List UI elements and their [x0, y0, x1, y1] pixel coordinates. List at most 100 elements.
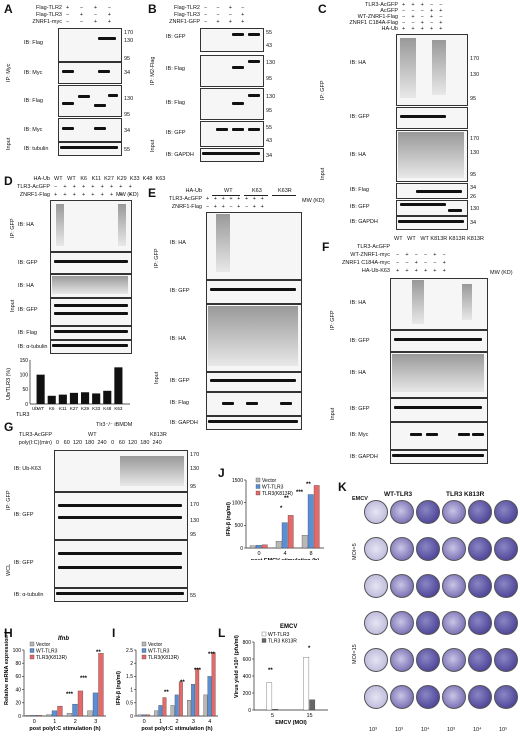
group-label: K813R	[150, 432, 167, 438]
band	[232, 66, 244, 69]
plaque-well	[364, 574, 388, 598]
band	[426, 433, 438, 436]
row-label: ZNRF1-Flag	[19, 192, 50, 198]
blot-label: IB: GAPDH	[350, 454, 378, 460]
plaque-well	[416, 648, 440, 672]
y-tick-label: 2	[130, 661, 133, 667]
x-tick-label: 4	[283, 551, 286, 557]
band	[60, 146, 118, 149]
time: 0	[111, 440, 115, 446]
panel-label-g: G	[4, 420, 14, 434]
legend-swatch	[255, 490, 261, 496]
band	[62, 70, 74, 73]
blot-label: IB: α-tubulin	[18, 344, 48, 350]
plaque-well	[364, 500, 388, 524]
y-tick-label: 1	[130, 687, 133, 693]
row-label: Flag-TLR2	[36, 5, 62, 11]
lane: K48	[142, 176, 153, 182]
sign-row: + + + − −	[402, 2, 443, 8]
blot-label: IB: Flag	[166, 100, 185, 106]
legend-label: TLR3 K813R	[268, 639, 297, 645]
band	[62, 102, 74, 105]
blot	[390, 422, 488, 450]
band	[472, 433, 484, 436]
blot	[54, 540, 188, 588]
row-label: HA-Ub	[381, 26, 398, 32]
row-label: TLR3-AcGFP	[18, 432, 52, 438]
band	[448, 209, 462, 212]
sig-marker: *	[308, 646, 311, 652]
sig-marker: **	[268, 668, 273, 674]
dilution: 10⁴	[421, 727, 430, 733]
plaque-well	[494, 685, 518, 709]
band	[416, 190, 462, 193]
blot	[200, 148, 264, 162]
time: 60	[118, 440, 125, 446]
smear	[462, 284, 472, 320]
x-tick-label: K33	[92, 406, 101, 411]
mw-label: 170	[470, 136, 480, 142]
band	[94, 127, 106, 130]
plaque-well	[416, 685, 440, 709]
side-label-ip: IP: GFP	[320, 80, 326, 100]
blot	[58, 28, 122, 62]
sign-row: − + − + −	[402, 14, 443, 20]
legend-label: TLR3(K813R)	[36, 655, 67, 661]
y-tick-label: 60	[15, 674, 21, 680]
blot	[50, 340, 132, 354]
blot-label: IB: GFP	[170, 378, 190, 384]
blot-label: IB: GFP	[350, 338, 370, 344]
mw-label: 95	[470, 96, 477, 102]
blot	[58, 142, 122, 156]
bar	[162, 697, 167, 717]
blot-label: IB: HA	[170, 336, 186, 342]
plaque-well	[390, 574, 414, 598]
bar	[301, 535, 308, 549]
bar	[72, 703, 78, 717]
band	[232, 33, 244, 36]
blot-label: IB: HA	[350, 152, 366, 158]
time: 0	[56, 440, 60, 446]
plaque-well	[364, 685, 388, 709]
mw-label: 34	[470, 220, 477, 226]
bar	[58, 394, 67, 404]
panel-label-k: K	[338, 480, 347, 494]
mw-label: 34	[124, 128, 131, 134]
row-label: TLR3-AcGFP	[16, 184, 50, 190]
plaque-well	[468, 537, 492, 561]
band	[394, 406, 482, 409]
band	[248, 33, 260, 36]
y-tick-label: 0	[25, 402, 28, 408]
blot-label: IB: α-tubulin	[14, 592, 44, 598]
mw-label: 55	[190, 593, 197, 599]
plaque-well	[468, 574, 492, 598]
blot	[58, 118, 122, 142]
x-tick-label: K48	[103, 406, 112, 411]
bar	[187, 700, 191, 717]
smear	[52, 276, 128, 294]
row-label: ZNRF1 C184A-Flag	[349, 20, 398, 26]
mw-label: 95	[470, 172, 477, 178]
bar	[261, 544, 268, 549]
plaque-well	[494, 648, 518, 672]
legend-label: WT-TLR3	[36, 649, 58, 655]
band	[394, 338, 482, 341]
lane: K33	[129, 176, 140, 182]
bar	[255, 545, 262, 549]
legend-label: TLR3(K813R)	[262, 491, 293, 497]
x-tick-label: Ub	[32, 406, 38, 411]
mw-label: 26	[470, 194, 477, 200]
blot	[54, 588, 188, 602]
plaque-well	[390, 611, 414, 635]
bar	[178, 681, 183, 717]
lane: K813R	[448, 236, 466, 242]
sign-row: − + − − + −	[396, 252, 446, 258]
mw-label: 170	[190, 452, 200, 458]
x-tick-label: 0	[257, 551, 260, 557]
group-underline	[244, 195, 268, 196]
band	[58, 552, 182, 555]
lane: WT	[67, 176, 76, 182]
plaque-well	[390, 685, 414, 709]
blot	[200, 121, 264, 147]
